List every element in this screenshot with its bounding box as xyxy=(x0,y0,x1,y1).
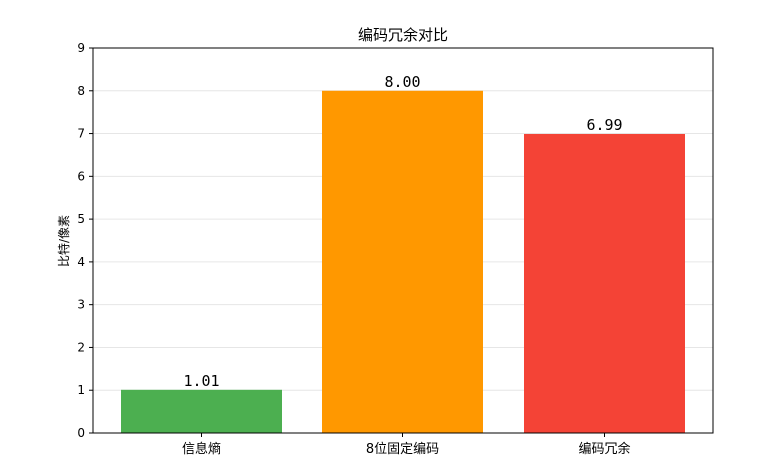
y-tick-label: 7 xyxy=(77,127,85,141)
bar xyxy=(322,90,483,434)
y-tick-label: 2 xyxy=(77,340,85,354)
y-tick-label: 5 xyxy=(77,212,85,226)
x-axis-ticks: 信息熵 8位固定编码 编码冗余 xyxy=(182,433,631,457)
y-tick-label: 0 xyxy=(77,426,85,440)
y-tick-label: 1 xyxy=(77,383,85,397)
y-tick-label: 9 xyxy=(77,41,85,55)
x-category-label: 编码冗余 xyxy=(578,441,630,457)
data-labels: 1.01 8.00 6.99 xyxy=(183,73,622,390)
bar xyxy=(121,389,282,433)
y-tick-label: 6 xyxy=(77,169,85,183)
bar xyxy=(524,133,685,433)
x-category-label: 8位固定编码 xyxy=(366,442,439,457)
bar-value-label: 1.01 xyxy=(183,372,219,390)
y-tick-label: 4 xyxy=(77,255,85,269)
y-tick-label: 8 xyxy=(77,84,85,98)
bar-value-label: 8.00 xyxy=(384,73,420,91)
bar-value-label: 6.99 xyxy=(586,116,622,134)
x-category-label: 信息熵 xyxy=(182,441,221,457)
chart-title: 编码冗余对比 xyxy=(358,26,448,44)
y-tick-label: 3 xyxy=(77,298,85,312)
bars xyxy=(121,90,685,434)
y-axis-ticks: 0 1 2 3 4 5 6 7 8 9 xyxy=(77,41,93,440)
y-axis-label: 比特/像素 xyxy=(56,215,71,267)
